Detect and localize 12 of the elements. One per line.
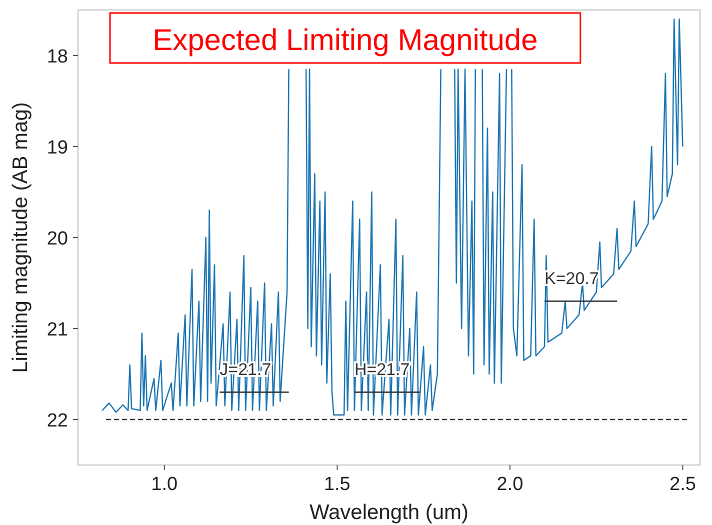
- x-tick-label: 1.0: [151, 474, 178, 495]
- y-tick-label: 20: [46, 228, 68, 250]
- y-tick-label: 22: [46, 410, 68, 432]
- x-tick-label: 1.5: [324, 474, 350, 495]
- x-tick-label: 2.0: [496, 474, 524, 495]
- x-axis-title: Wavelength (um): [309, 501, 469, 524]
- y-tick-label: 18: [46, 46, 68, 68]
- x-tick-label: 2.5: [670, 474, 696, 495]
- text: Expected Limiting Magnitude: [152, 24, 538, 57]
- y-tick-label: 19: [46, 138, 68, 158]
- y-axis-title: Limiting magnitude (AB mag): [9, 102, 32, 373]
- y-tick-label: 21: [46, 320, 68, 340]
